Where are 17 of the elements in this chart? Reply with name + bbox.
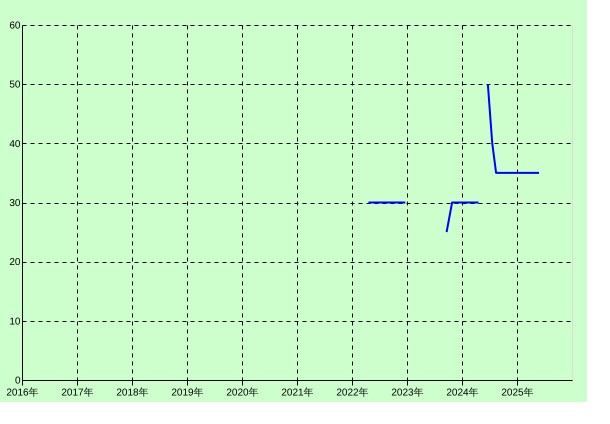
- x-tick-label: 2018年: [116, 386, 149, 398]
- x-tick-label: 2022年: [336, 386, 369, 398]
- y-tick-label: 0: [14, 376, 21, 386]
- y-tick-label: 20: [9, 257, 21, 268]
- x-tick-label: 2024年: [446, 386, 479, 398]
- x-tick-label: 2021年: [281, 386, 314, 398]
- x-tick-label: 2019年: [171, 386, 204, 398]
- x-tick-label: 2023年: [391, 386, 424, 398]
- x-tick-label: 2017年: [61, 386, 94, 398]
- y-tick-label: 10: [9, 316, 21, 328]
- y-tick-label: 60: [9, 20, 21, 32]
- y-tick-label: 40: [9, 138, 21, 150]
- x-tick-label: 2025年: [501, 386, 534, 398]
- x-tick-label: 2020年: [226, 386, 259, 398]
- y-tick-label: 50: [9, 80, 21, 91]
- x-tick-label: 2016年: [6, 386, 39, 398]
- y-tick-label: 30: [9, 198, 21, 209]
